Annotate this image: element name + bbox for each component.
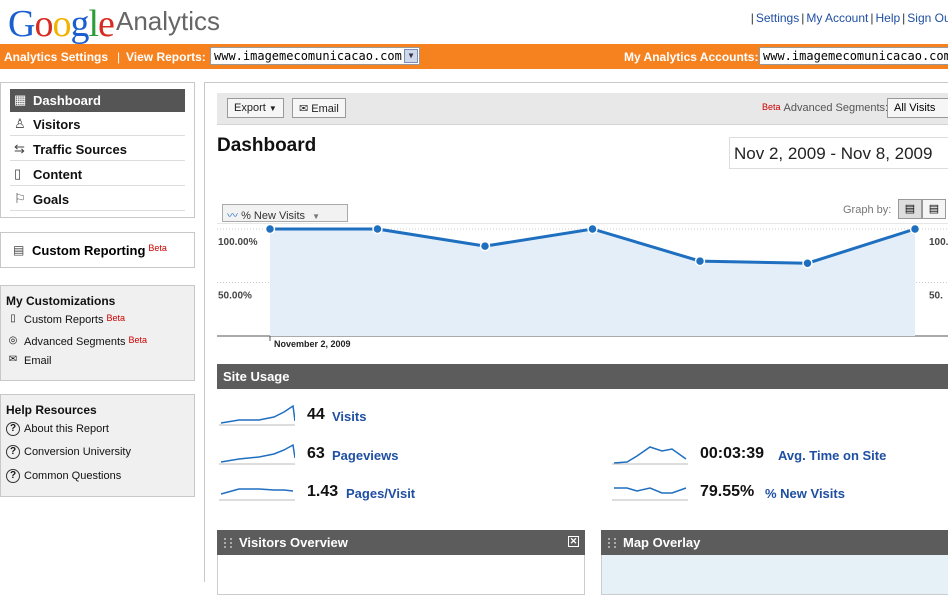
beta-badge: Beta [762, 102, 781, 112]
visitors-overview-header: Visitors Overview ✕ [217, 530, 585, 555]
settings-link[interactable]: Settings [755, 11, 800, 25]
chevron-down-icon: ▼ [268, 104, 277, 113]
advanced-segments-link[interactable]: ◎ Advanced Segments Beta [6, 335, 147, 349]
page-icon: ▯ [14, 166, 22, 181]
conversion-university-link[interactable]: ? Conversion University [6, 445, 131, 459]
data-point[interactable] [694, 255, 706, 267]
envelope-icon: ✉ [299, 103, 309, 115]
pageviews-sparkline [219, 443, 295, 465]
analytics-settings-link[interactable]: Analytics Settings [4, 50, 109, 64]
graph-by-label: Graph by: [843, 204, 892, 216]
map-overlay-body [601, 555, 948, 595]
help-resources: Help Resources ? About this Report ? Conve… [0, 394, 195, 497]
data-point[interactable] [909, 223, 921, 235]
data-point[interactable] [802, 257, 813, 269]
chevron-down-icon: ▼ [312, 212, 321, 221]
accounts-label: My Analytics Accounts: [624, 50, 759, 64]
series-area [270, 229, 915, 336]
header: Google Analytics | Settings | My Account | He… [0, 0, 948, 45]
my-account-link[interactable]: My Account [806, 11, 869, 25]
advanced-segments-label: Advanced Segments: [783, 102, 889, 114]
question-icon: ? [6, 469, 20, 483]
graph-by-week-button[interactable]: ▤ [922, 199, 946, 219]
custom-reporting-box[interactable]: ▤ Custom Reporting Beta [0, 232, 195, 268]
new-visits-sparkline [612, 487, 688, 501]
new-visits-link[interactable]: % New Visits [765, 486, 845, 501]
drag-handle-icon[interactable] [608, 538, 616, 548]
pageviews-link[interactable]: Pageviews [332, 448, 399, 463]
y-tick-label: 50.00% [218, 291, 252, 302]
site-usage-header: Site Usage [217, 364, 948, 389]
view-reports-select[interactable]: www.imagemecomunicacao.com ▼ [210, 47, 420, 65]
my-customizations: My Customizations ▯ Custom Reports Beta ◎ A… [0, 285, 195, 381]
segment-select[interactable]: All Visits [887, 98, 948, 118]
beta-badge: Beta [148, 243, 167, 253]
export-button[interactable]: Export ▼ [227, 98, 284, 118]
google-logo: Google [8, 3, 115, 45]
data-point[interactable] [587, 223, 598, 235]
custom-reporting-link[interactable]: Custom Reporting [32, 243, 146, 258]
custom-reports-link[interactable]: ▯ Custom Reports Beta [6, 313, 125, 327]
nav-item-traffic-sources[interactable]: ⇆ Traffic Sources [10, 138, 185, 161]
calendar-icon: ▤ [904, 203, 916, 215]
report-icon: ▤ [13, 243, 25, 257]
line-chart: 100.00% 100. 50.00% 50. November 2, 2009 [217, 223, 948, 349]
main-content: Export ▼ ✉ Email Beta Advanced Segments: … [204, 82, 948, 595]
map-overlay-header: Map Overlay [601, 530, 948, 555]
close-icon[interactable]: ✕ [568, 536, 579, 547]
report-icon: ▯ [10, 313, 16, 324]
nav-item-visitors[interactable]: ♙ Visitors [10, 113, 185, 136]
visits-sparkline [219, 404, 295, 426]
page-title: Dashboard [217, 135, 317, 156]
metric-dropdown[interactable]: 〰 % New Visits ▼ [222, 204, 348, 222]
common-questions-link[interactable]: ? Common Questions [6, 469, 121, 483]
report-toolbar: Export ▼ ✉ Email Beta Advanced Segments: … [217, 93, 948, 125]
help-link[interactable]: Help [875, 11, 901, 25]
report-nav: ▦ Dashboard ♙ Visitors ⇆ Traffic Sources… [0, 82, 195, 218]
question-icon: ? [6, 445, 20, 459]
target-icon: ◎ [8, 335, 18, 346]
drag-handle-icon[interactable] [224, 538, 232, 548]
envelope-icon: ✉ [8, 354, 18, 365]
pages-visit-link[interactable]: Pages/Visit [346, 486, 416, 501]
email-button[interactable]: ✉ Email [292, 98, 346, 118]
data-point[interactable] [264, 223, 276, 235]
visitors-overview-body [217, 555, 585, 595]
line-chart-icon: 〰 [227, 210, 238, 222]
nav-item-dashboard[interactable]: ▦ Dashboard [10, 89, 185, 112]
y-tick-label-right: 50. [929, 291, 943, 302]
grid-icon: ▦ [14, 92, 27, 107]
graph-by-day-button[interactable]: ▤ [898, 199, 922, 219]
top-links: |Settings|My Account|Help|Sign Out [749, 11, 948, 25]
data-point[interactable] [372, 223, 383, 235]
flag-icon: ⚐ [14, 191, 26, 206]
view-reports-label: View Reports: [126, 50, 206, 64]
calendar-icon: ▤ [928, 203, 940, 215]
chevron-down-icon[interactable]: ▼ [404, 49, 418, 63]
about-report-link[interactable]: ? About this Report [6, 422, 109, 436]
pages-visit-sparkline [219, 488, 295, 501]
y-tick-label: 100.00% [218, 237, 258, 248]
help-resources-title: Help Resources [6, 403, 97, 417]
person-icon: ♙ [14, 116, 26, 131]
visits-link[interactable]: Visits [332, 409, 367, 424]
email-link[interactable]: ✉ Email [6, 354, 52, 368]
y-tick-label-right: 100. [929, 237, 948, 248]
sign-out-link[interactable]: Sign Out [907, 11, 948, 25]
analytics-logo-text: Analytics [116, 6, 221, 36]
nav-item-goals[interactable]: ⚐ Goals [10, 188, 185, 211]
orange-nav-bar: Analytics Settings | View Reports: www.i… [0, 44, 948, 69]
nav-item-content[interactable]: ▯ Content [10, 163, 185, 186]
my-customizations-title: My Customizations [6, 294, 116, 308]
date-range-picker[interactable]: Nov 2, 2009 - Nov 8, 2009 [729, 137, 948, 169]
avg-time-link[interactable]: Avg. Time on Site [778, 448, 887, 463]
data-point[interactable] [479, 240, 491, 252]
arrows-icon: ⇆ [14, 141, 25, 156]
avg-time-sparkline [612, 446, 688, 465]
x-tick-label: November 2, 2009 [274, 339, 351, 349]
question-icon: ? [6, 422, 20, 436]
accounts-select[interactable]: www.imagemecomunicacao.com [759, 47, 948, 65]
